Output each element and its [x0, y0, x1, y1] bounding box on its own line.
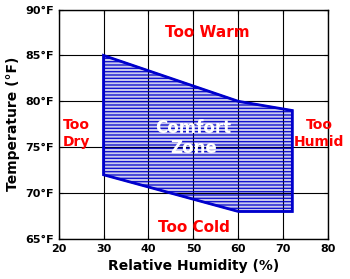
Text: Too Warm: Too Warm: [164, 25, 249, 40]
Text: Too
Dry: Too Dry: [63, 118, 90, 149]
Text: Comfort
Zone: Comfort Zone: [155, 119, 231, 157]
Text: Too Cold: Too Cold: [158, 220, 229, 235]
Text: Too
Humid: Too Humid: [294, 118, 344, 149]
X-axis label: Relative Humidity (%): Relative Humidity (%): [108, 259, 279, 273]
Polygon shape: [104, 56, 292, 211]
Y-axis label: Temperature (°F): Temperature (°F): [6, 57, 20, 191]
